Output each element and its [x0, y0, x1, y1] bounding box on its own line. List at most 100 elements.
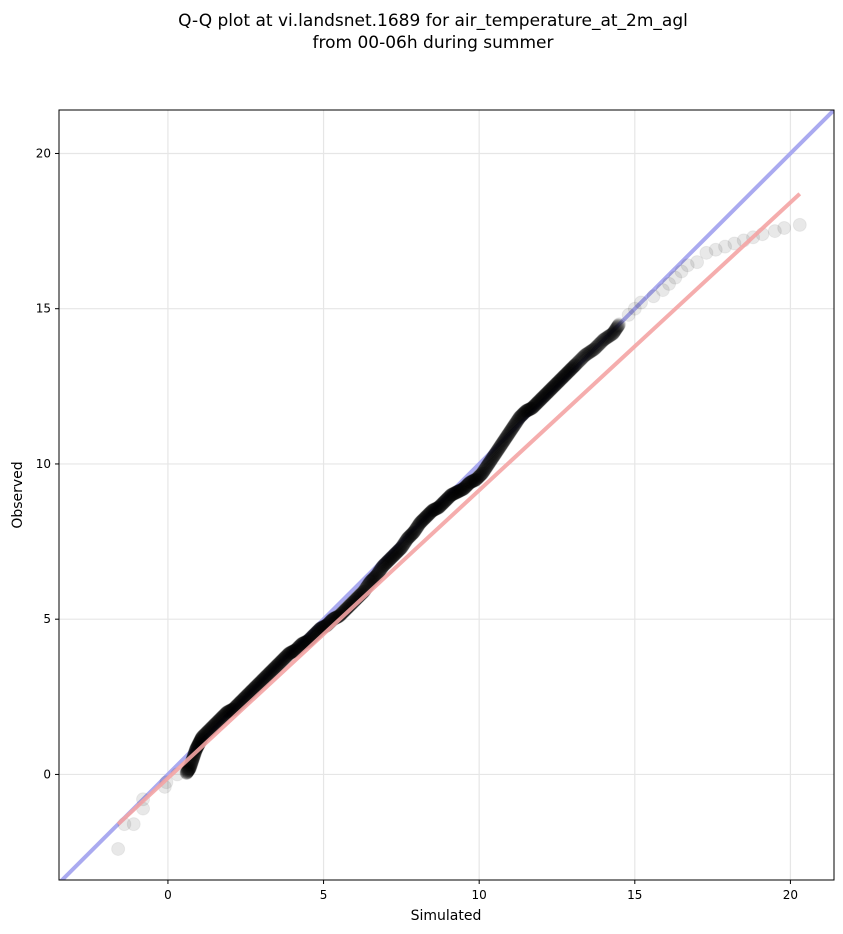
quantile-point — [466, 473, 481, 488]
quantile-point — [525, 401, 540, 416]
quantile-point — [583, 344, 598, 359]
quantile-point — [610, 319, 625, 334]
quantile-point — [514, 408, 529, 423]
quantile-point — [492, 440, 507, 455]
quantile-point — [208, 716, 223, 731]
quantile-point — [218, 706, 233, 721]
fit-line — [116, 192, 802, 826]
quantile-point — [441, 491, 456, 506]
quantile-point — [260, 668, 275, 683]
quantile-point — [179, 765, 194, 780]
quantile-point — [484, 452, 499, 467]
quantile-point — [181, 763, 196, 778]
quantile-point — [481, 456, 496, 471]
quantile-point — [213, 711, 228, 726]
quantile-point — [413, 515, 428, 530]
quantile-point — [568, 357, 583, 372]
quantile-point — [727, 236, 742, 251]
quantile-point — [427, 502, 442, 517]
quantile-point — [576, 349, 591, 364]
quantile-point — [369, 568, 384, 583]
quantile-point — [390, 544, 405, 559]
quantile-point — [562, 363, 577, 378]
quantile-point — [198, 727, 213, 742]
quantile-point — [486, 448, 501, 463]
quantile-point — [373, 562, 388, 577]
quantile-point — [382, 552, 397, 567]
quantile-point — [542, 383, 557, 398]
quantile-point — [205, 720, 220, 735]
quantile-point — [269, 659, 284, 674]
quantile-point — [497, 432, 512, 447]
quantile-point — [575, 350, 590, 365]
x-tick-label: 5 — [320, 888, 328, 902]
quantile-point — [293, 638, 308, 653]
quantile-point — [396, 537, 411, 552]
quantile-point — [485, 451, 500, 466]
quantile-point — [530, 395, 545, 410]
quantile-point — [472, 468, 487, 483]
quantile-point — [259, 668, 274, 683]
quantile-point — [621, 307, 636, 322]
quantile-point — [209, 716, 224, 731]
quantile-point — [183, 760, 198, 775]
quantile-point — [409, 521, 424, 536]
quantile-point — [504, 422, 519, 437]
quantile-point — [383, 551, 398, 566]
quantile-point — [420, 508, 435, 523]
quantile-point — [580, 346, 595, 361]
quantile-point — [276, 652, 291, 667]
quantile-point — [238, 689, 253, 704]
quantile-point — [247, 681, 262, 696]
quantile-point — [371, 566, 386, 581]
quantile-point — [432, 499, 447, 514]
quantile-point — [261, 667, 276, 682]
quantile-point — [501, 426, 516, 441]
quantile-point — [444, 487, 459, 502]
quantile-point — [195, 729, 210, 744]
quantile-point — [263, 664, 278, 679]
quantile-point — [479, 459, 494, 474]
quantile-point — [242, 685, 257, 700]
quantile-point — [428, 501, 443, 516]
axis-ticks: 0 5 10 15 20 0 5 10 15 20 — [36, 146, 798, 902]
quantile-point — [560, 365, 575, 380]
quantile-point — [510, 413, 525, 428]
quantile-point — [422, 506, 437, 521]
quantile-point — [586, 342, 601, 357]
quantile-point — [514, 408, 529, 423]
quantile-point — [546, 380, 561, 395]
quantile-point — [516, 406, 531, 421]
quantile-point — [545, 380, 560, 395]
quantile-point — [241, 686, 256, 701]
quantile-point — [180, 764, 195, 779]
y-tick-label: 15 — [36, 302, 51, 316]
chart-title-line-2: from 00-06h during summer — [313, 33, 554, 53]
quantile-point — [195, 730, 210, 745]
quantile-point — [535, 390, 550, 405]
quantile-point — [526, 399, 541, 414]
quantile-point — [524, 401, 539, 416]
quantile-point — [267, 661, 282, 676]
quantile-point — [469, 472, 484, 487]
quantile-point — [767, 224, 782, 239]
quantile-point — [365, 572, 380, 587]
quantile-point — [646, 289, 661, 304]
quantile-point — [593, 336, 608, 351]
quantile-point — [529, 396, 544, 411]
quantile-point — [395, 539, 410, 554]
quantile-point — [535, 390, 550, 405]
quantile-point — [202, 722, 217, 737]
quantile-point — [204, 720, 219, 735]
quantile-point — [500, 429, 515, 444]
quantile-point — [467, 473, 482, 488]
y-axis-label: Observed — [10, 461, 26, 528]
quantile-point — [458, 479, 473, 494]
quantile-point — [521, 402, 536, 417]
quantile-point — [264, 664, 279, 679]
quantile-point — [244, 684, 259, 699]
quantile-point — [367, 571, 382, 586]
quantile-point — [438, 493, 453, 508]
quantile-point — [277, 651, 292, 666]
quantile-point — [602, 328, 617, 343]
